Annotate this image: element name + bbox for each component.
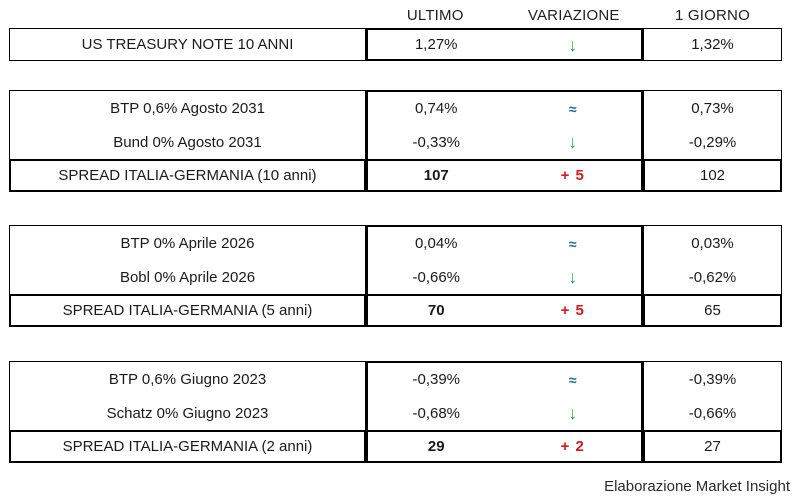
ultimo-value: 0,04% xyxy=(414,235,458,253)
bond-rows: BTP 0,6% Giugno 2023 Schatz 0% Giugno 20… xyxy=(9,361,782,430)
ultimo-value: -0,39% xyxy=(412,371,461,389)
section-gap xyxy=(9,327,794,361)
bond-rows: BTP 0% Aprile 2026 Bobl 0% Aprile 2026 0… xyxy=(9,225,782,294)
spread-row: SPREAD ITALIA-GERMANIA (5 anni) 70 + 5 6… xyxy=(9,294,782,327)
row-label: US TREASURY NOTE 10 ANNI xyxy=(81,36,294,53)
spread-row: SPREAD ITALIA-GERMANIA (10 anni) 107 + 5… xyxy=(9,159,782,192)
table-spread-10-anni: BTP 0,6% Agosto 2031 Bund 0% Agosto 2031… xyxy=(9,90,794,192)
giorno-value: -0,62% xyxy=(688,268,737,286)
giorno-value: -0,39% xyxy=(688,370,737,388)
spread-variation-value: + 5 xyxy=(560,167,585,184)
down-arrow-icon: ↓ xyxy=(568,132,578,153)
spread-variation-value: + 2 xyxy=(560,438,585,455)
spread-giorno-value: 65 xyxy=(704,302,721,319)
spread-giorno-value: 102 xyxy=(699,167,726,184)
spread-ultimo-value: 29 xyxy=(427,438,445,455)
spread-ultimo-value: 107 xyxy=(423,167,449,184)
column-header-ultimo: ULTIMO xyxy=(406,7,464,24)
spread-variation-value: + 5 xyxy=(560,302,585,319)
ultimo-value: 0,74% xyxy=(414,100,458,118)
section-gap xyxy=(9,61,794,90)
approx-equal-icon: ≈ xyxy=(568,371,577,388)
row-label: Schatz 0% Giugno 2023 xyxy=(106,404,269,422)
giorno-value: 0,03% xyxy=(691,234,734,252)
bond-rows: BTP 0,6% Agosto 2031 Bund 0% Agosto 2031… xyxy=(9,90,782,159)
source-credit: Elaborazione Market Insight xyxy=(604,478,790,495)
giorno-value: -0,66% xyxy=(688,404,737,422)
row-label: BTP 0,6% Agosto 2031 xyxy=(110,99,265,117)
row-label: Bund 0% Agosto 2031 xyxy=(113,133,262,151)
header-mid-block: ULTIMO VARIAZIONE xyxy=(366,7,643,24)
down-arrow-icon: ↓ xyxy=(568,267,578,288)
column-header-1giorno: 1 GIORNO xyxy=(675,7,750,24)
column-header-row: ULTIMO VARIAZIONE 1 GIORNO xyxy=(9,4,782,28)
table-spread-2-anni: BTP 0,6% Giugno 2023 Schatz 0% Giugno 20… xyxy=(9,361,794,463)
row-label: BTP 0% Aprile 2026 xyxy=(120,234,255,252)
spread-row: SPREAD ITALIA-GERMANIA (2 anni) 29 + 2 2… xyxy=(9,430,782,463)
ultimo-value: -0,66% xyxy=(412,268,461,286)
spread-label: SPREAD ITALIA-GERMANIA (10 anni) xyxy=(58,167,317,184)
spread-label: SPREAD ITALIA-GERMANIA (5 anni) xyxy=(62,302,313,319)
giorno-value: 0,73% xyxy=(691,99,734,117)
ultimo-value: -0,68% xyxy=(412,404,461,422)
down-arrow-icon: ↓ xyxy=(568,403,578,424)
table-us-treasury: US TREASURY NOTE 10 ANNI 1,27% ↓ 1,32% xyxy=(9,28,782,61)
approx-equal-icon: ≈ xyxy=(568,100,577,117)
row-label: BTP 0,6% Giugno 2023 xyxy=(108,370,267,388)
ultimo-value: -0,33% xyxy=(412,133,461,151)
giorno-value: -0,29% xyxy=(688,133,737,151)
ultimo-value: 1,27% xyxy=(414,36,458,53)
section-gap xyxy=(9,192,794,225)
giorno-value: 1,32% xyxy=(691,36,734,53)
spread-label: SPREAD ITALIA-GERMANIA (2 anni) xyxy=(62,438,313,455)
spread-ultimo-value: 70 xyxy=(427,302,445,319)
spread-giorno-value: 27 xyxy=(704,438,721,455)
row-label: Bobl 0% Aprile 2026 xyxy=(119,268,256,286)
down-arrow-icon: ↓ xyxy=(568,34,578,55)
approx-equal-icon: ≈ xyxy=(568,235,577,252)
table-spread-5-anni: BTP 0% Aprile 2026 Bobl 0% Aprile 2026 0… xyxy=(9,225,794,327)
column-header-variazione: VARIAZIONE xyxy=(527,7,620,24)
